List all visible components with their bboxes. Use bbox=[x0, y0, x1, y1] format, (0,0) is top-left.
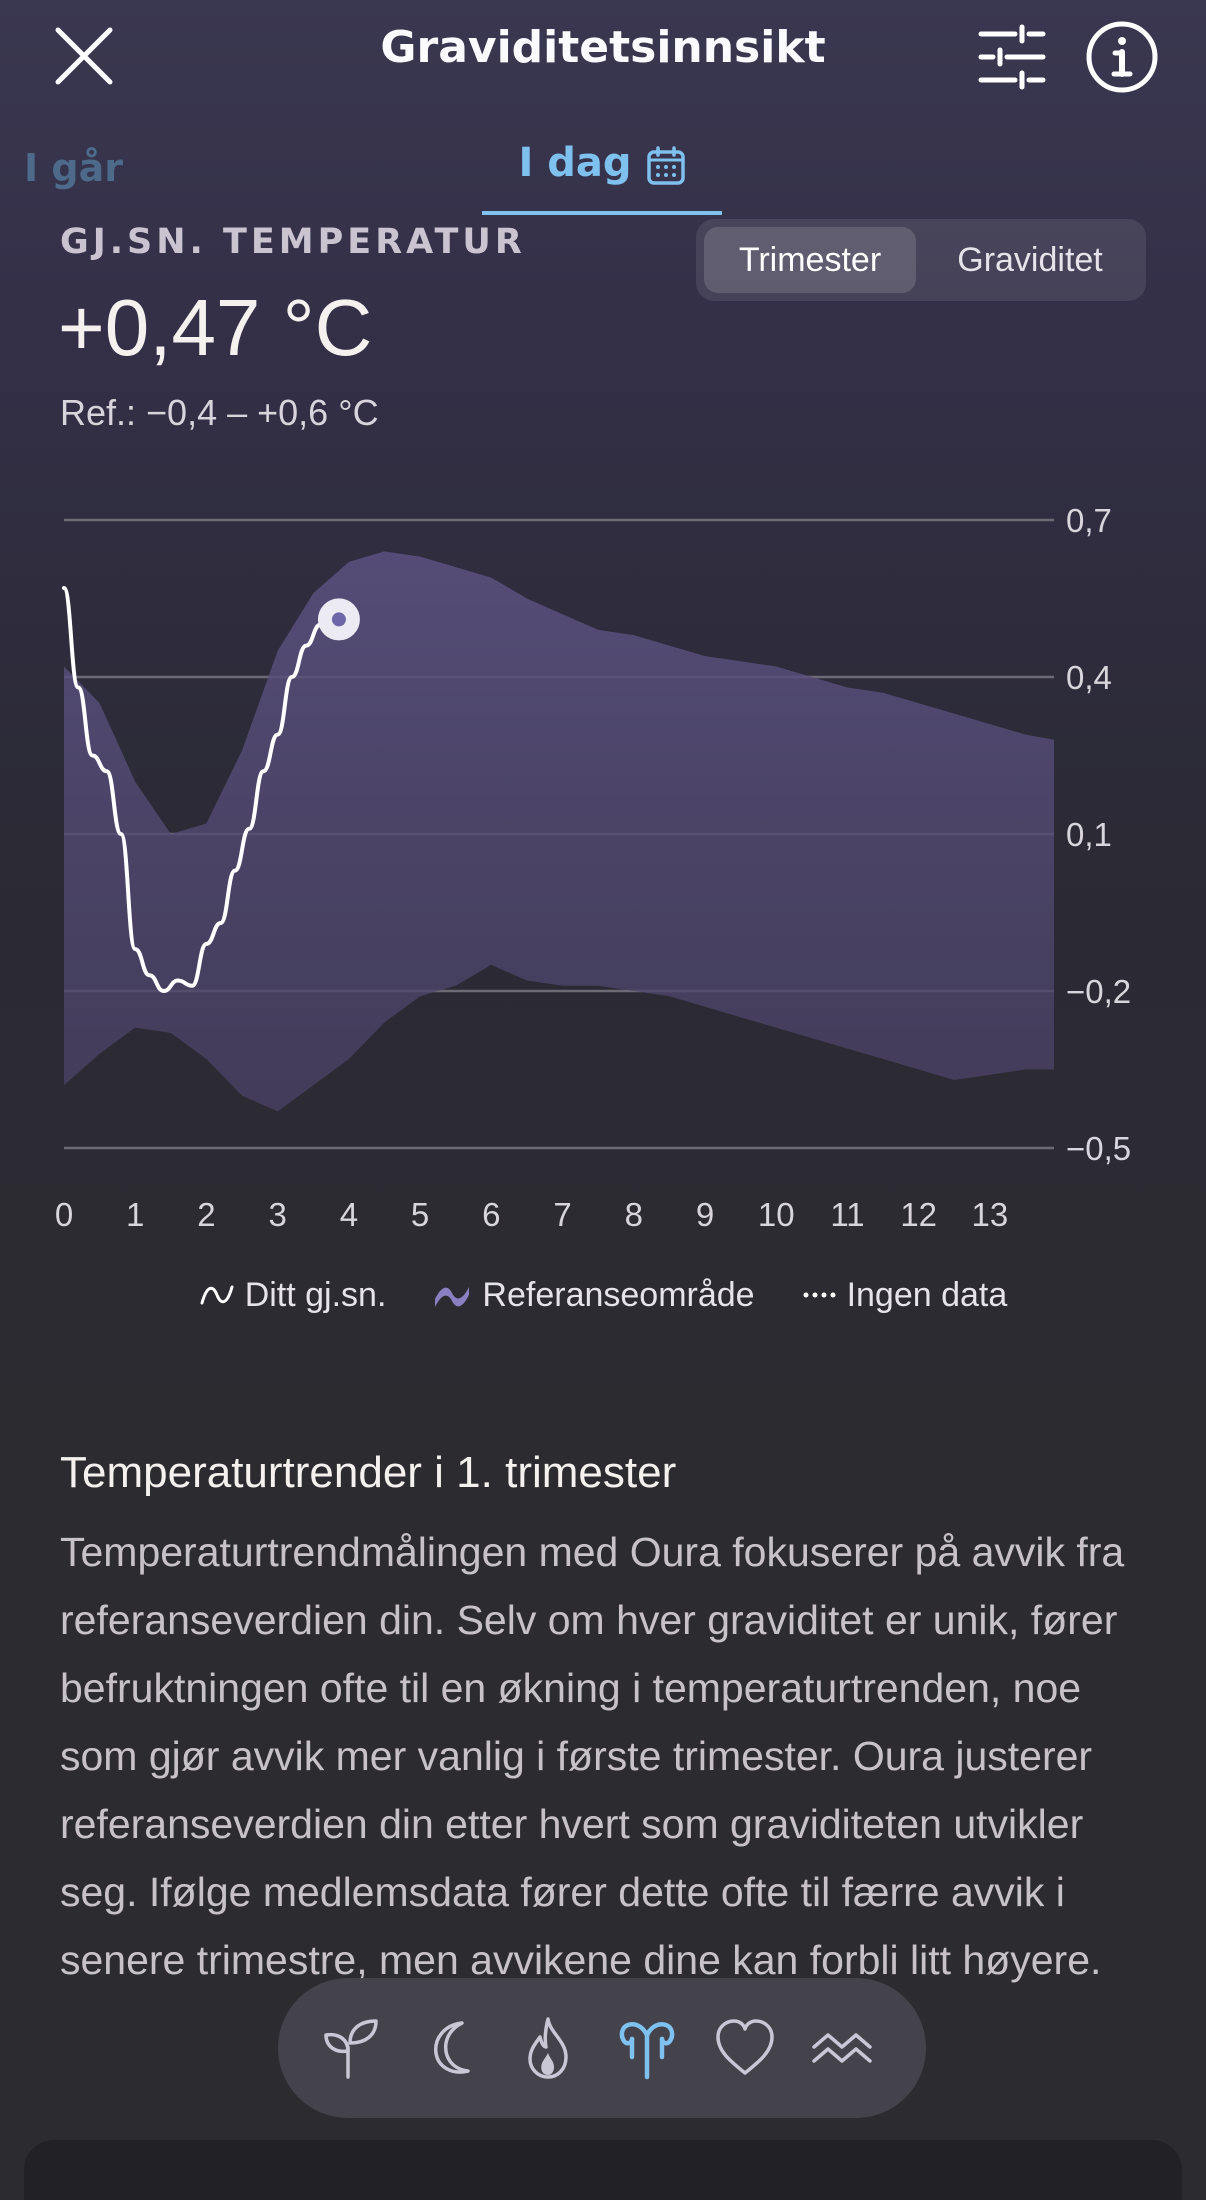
legend-reference-range: Referanseområde bbox=[432, 1270, 755, 1320]
pregnancy-icon bbox=[619, 2022, 675, 2080]
close-button[interactable] bbox=[48, 20, 120, 92]
reference-range: Ref.: −0,4 – +0,6 °C bbox=[60, 392, 379, 433]
x-tick-label: 1 bbox=[126, 1196, 144, 1233]
reference-range-band bbox=[64, 551, 1054, 1112]
x-tick-label: 4 bbox=[340, 1196, 358, 1233]
day-tabs: I går I dag bbox=[0, 120, 1206, 215]
nav-sleep[interactable] bbox=[416, 2013, 486, 2083]
x-tick-label: 5 bbox=[411, 1196, 429, 1233]
close-icon bbox=[55, 27, 113, 85]
x-tick-label: 10 bbox=[758, 1196, 795, 1233]
legend-reference-label: Referanseområde bbox=[482, 1275, 755, 1314]
header: Graviditetsinnsikt bbox=[0, 0, 1206, 110]
y-tick-label: 0,4 bbox=[1066, 659, 1112, 696]
flame-icon bbox=[528, 2017, 568, 2079]
segment-pregnancy[interactable]: Graviditet bbox=[957, 241, 1103, 279]
sliders-icon bbox=[978, 24, 1046, 90]
y-tick-label: −0,5 bbox=[1066, 1130, 1131, 1167]
x-tick-label: 13 bbox=[972, 1196, 1009, 1233]
average-temperature-line bbox=[62, 586, 341, 993]
legend-your-average-label: Ditt gj.sn. bbox=[244, 1275, 387, 1314]
nav-heart[interactable] bbox=[710, 2013, 780, 2083]
nav-readiness[interactable] bbox=[318, 2013, 388, 2083]
article: Temperaturtrender i 1. trimester Tempera… bbox=[60, 1448, 1150, 1994]
moon-icon bbox=[434, 2021, 470, 2074]
y-tick-label: 0,7 bbox=[1066, 502, 1112, 539]
period-segmented-control: Trimester Graviditet bbox=[696, 219, 1146, 301]
info-icon bbox=[1086, 21, 1158, 93]
legend-no-data: Ingen data bbox=[801, 1270, 1008, 1320]
waves-icon bbox=[812, 2033, 872, 2063]
x-tick-label: 12 bbox=[900, 1196, 937, 1233]
current-value-marker-dot bbox=[331, 612, 346, 627]
metric-label: GJ.SN. TEMPERATUR bbox=[60, 222, 526, 262]
article-body: Temperaturtrendmålingen med Oura fokuser… bbox=[60, 1529, 1125, 1983]
info-button[interactable] bbox=[1085, 20, 1159, 94]
x-tick-label: 2 bbox=[197, 1196, 215, 1233]
x-tick-label: 0 bbox=[55, 1196, 73, 1233]
x-tick-label: 7 bbox=[553, 1196, 571, 1233]
dotted-line-icon bbox=[803, 1292, 836, 1298]
y-tick-label: 0,1 bbox=[1066, 816, 1112, 853]
x-tick-label: 9 bbox=[696, 1196, 714, 1233]
article-title: Temperaturtrender i 1. trimester bbox=[60, 1448, 677, 1497]
nav-activity[interactable] bbox=[514, 2013, 584, 2083]
page-title: Graviditetsinnsikt bbox=[380, 22, 826, 73]
heart-icon bbox=[716, 2019, 774, 2075]
tab-today-label: I dag bbox=[518, 140, 632, 186]
sprout-icon bbox=[324, 2019, 378, 2079]
nav-pregnancy[interactable] bbox=[612, 2013, 682, 2083]
wave-band-icon bbox=[435, 1287, 470, 1307]
segment-trimester[interactable]: Trimester bbox=[704, 227, 916, 293]
chart-legend: Ditt gj.sn. Referanseområde Ingen data bbox=[0, 1270, 1206, 1320]
nav-trends[interactable] bbox=[808, 2013, 878, 2083]
x-tick-label: 3 bbox=[268, 1196, 286, 1233]
legend-your-average: Ditt gj.sn. bbox=[199, 1270, 387, 1320]
top-panel: Graviditetsinnsikt I går I dag bbox=[0, 0, 1206, 1385]
tab-yesterday[interactable]: I går bbox=[24, 146, 123, 190]
x-tick-label: 8 bbox=[625, 1196, 643, 1233]
tab-today[interactable]: I dag bbox=[482, 140, 722, 215]
y-tick-label: −0,2 bbox=[1066, 973, 1131, 1010]
temperature-chart: 0,70,40,1−0,2−0,5 0 1 2 3 4 5 6 7 8 9 10 11 12 13 bbox=[55, 502, 1131, 1233]
calendar-icon bbox=[646, 146, 685, 185]
bottom-sheet-edge bbox=[24, 2140, 1182, 2200]
wave-line-icon bbox=[200, 1285, 234, 1305]
legend-no-data-label: Ingen data bbox=[846, 1275, 1008, 1314]
x-tick-label: 6 bbox=[482, 1196, 500, 1233]
filters-button[interactable] bbox=[975, 20, 1049, 94]
x-tick-label: 11 bbox=[830, 1196, 864, 1233]
bottom-navigation bbox=[278, 1978, 926, 2118]
metric-value: +0,47 °C bbox=[58, 283, 373, 372]
